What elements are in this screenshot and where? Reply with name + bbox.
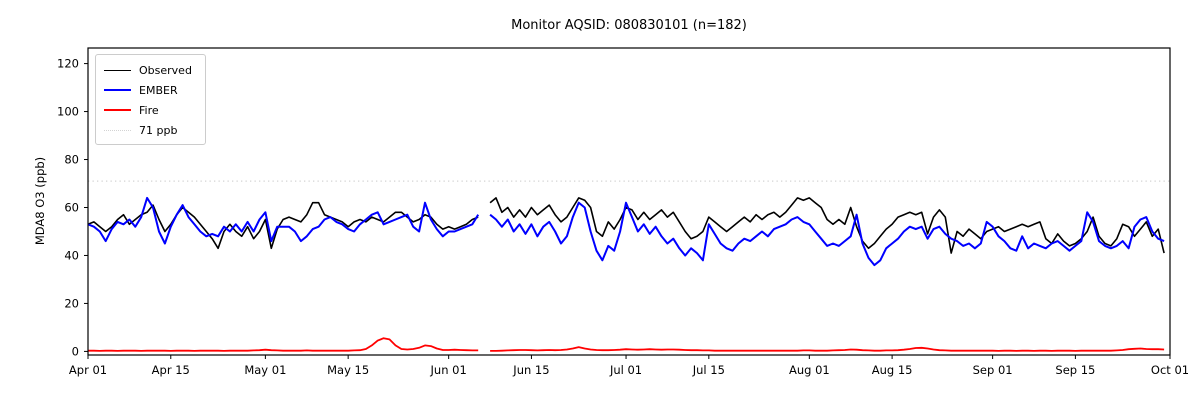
- legend: Observed EMBER Fire 71 ppb: [95, 54, 206, 145]
- y-tick-label: 20: [64, 296, 79, 310]
- x-tick-label: Jul 15: [692, 363, 725, 377]
- legend-item-threshold: 71 ppb: [96, 120, 205, 140]
- x-tick-label: May 01: [244, 363, 286, 377]
- x-tick-label: Aug 15: [872, 363, 913, 377]
- x-tick-label: Apr 01: [69, 363, 107, 377]
- legend-label-threshold: 71 ppb: [139, 123, 178, 137]
- legend-item-observed: Observed: [96, 60, 205, 80]
- x-tick-label: Jul 01: [609, 363, 642, 377]
- y-tick-label: 100: [57, 105, 79, 119]
- x-tick-label: Jun 15: [512, 363, 549, 377]
- x-tick-label: Oct 01: [1151, 363, 1189, 377]
- x-tick-label: Aug 01: [789, 363, 830, 377]
- legend-item-ember: EMBER: [96, 80, 205, 100]
- y-tick-label: 40: [64, 248, 79, 262]
- x-tick-label: Apr 15: [152, 363, 190, 377]
- legend-label-fire: Fire: [139, 103, 159, 117]
- observed-line-swatch: [104, 69, 131, 71]
- x-tick-label: Sep 01: [973, 363, 1013, 377]
- y-tick-label: 60: [64, 200, 79, 214]
- y-axis-label: MDA8 O3 (ppb): [33, 156, 47, 246]
- y-tick-label: 120: [57, 57, 79, 71]
- y-tick-label: 0: [72, 344, 79, 358]
- legend-label-ember: EMBER: [139, 83, 178, 97]
- y-tick-label: 80: [64, 153, 79, 167]
- ember-line: [87, 196, 1165, 267]
- legend-item-fire: Fire: [96, 100, 205, 120]
- chart-title: Monitor AQSID: 080830101 (n=182): [511, 18, 747, 33]
- legend-label-observed: Observed: [139, 63, 192, 77]
- ember-line-swatch: [104, 89, 131, 91]
- threshold-line-swatch: [104, 129, 131, 131]
- plot-border: [87, 47, 1171, 356]
- x-tick-label: May 15: [327, 363, 369, 377]
- x-tick-label: Sep 15: [1055, 363, 1095, 377]
- fire-line: [88, 337, 1165, 352]
- fire-line-swatch: [104, 109, 131, 111]
- x-tick-label: Jun 01: [430, 363, 467, 377]
